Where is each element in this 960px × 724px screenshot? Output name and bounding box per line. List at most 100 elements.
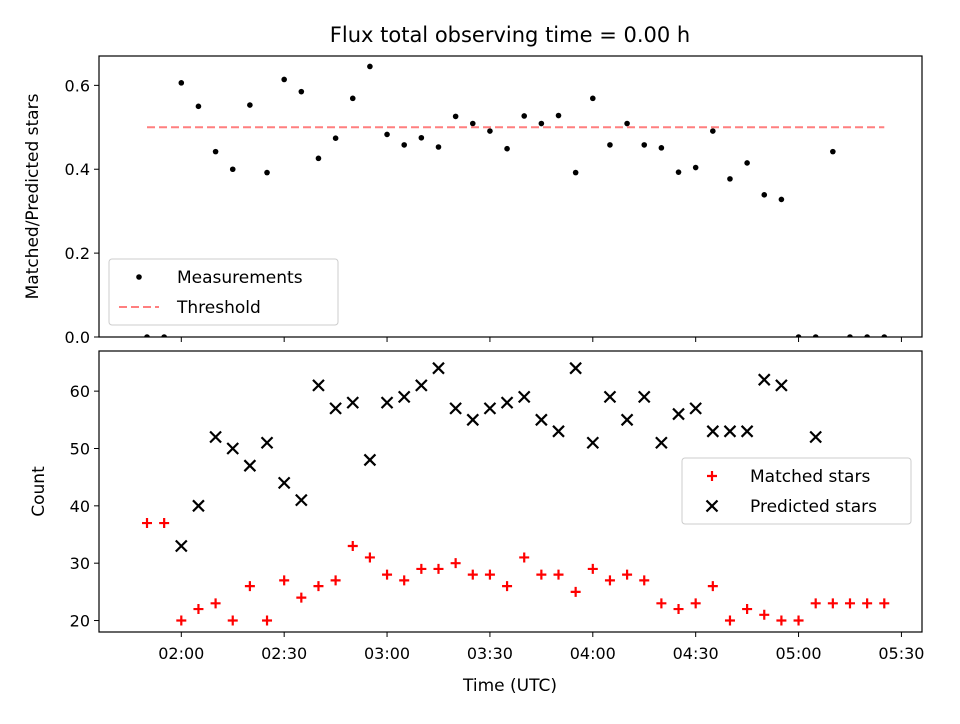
- measurement-point: [572, 169, 579, 176]
- legend-label: Matched stars: [750, 467, 870, 487]
- matched-star-marker: [176, 615, 187, 626]
- predicted-star-marker: [329, 402, 342, 415]
- predicted-star-marker: [380, 396, 394, 409]
- matched-star-marker: [827, 598, 838, 609]
- matched-star-marker: [862, 598, 873, 609]
- measurement-point: [384, 131, 390, 138]
- predicted-star-marker: [723, 425, 737, 438]
- measurement-point: [692, 164, 699, 171]
- predicted-star-marker: [517, 390, 531, 404]
- top-y-axis-label: Matched/Predicted stars: [23, 93, 43, 299]
- predicted-star-marker: [260, 436, 274, 450]
- predicted-star-marker: [295, 493, 308, 507]
- predicted-star-marker: [620, 413, 634, 427]
- matched-star-marker: [810, 598, 821, 609]
- matched-star-marker: [656, 598, 667, 609]
- matched-star-marker: [296, 592, 307, 603]
- predicted-star-marker: [500, 396, 514, 409]
- legend-predicted-marker: [705, 499, 719, 513]
- measurement-point: [229, 166, 236, 173]
- measurement-point: [332, 135, 339, 142]
- predicted-star-marker: [397, 390, 411, 404]
- measurement-point: [641, 142, 648, 148]
- bottom-y-axis-label: Count: [29, 466, 49, 517]
- measurement-point: [675, 169, 682, 175]
- matched-star-marker: [690, 598, 701, 609]
- matched-star-marker: [673, 604, 684, 615]
- measurement-point: [812, 334, 819, 337]
- matched-star-marker: [793, 615, 804, 626]
- predicted-star-marker: [740, 425, 754, 438]
- figure-title: Flux total observing time = 0.00 h: [330, 23, 690, 47]
- predicted-star-marker: [209, 430, 222, 444]
- measurement-point: [178, 80, 185, 86]
- predicted-star-marker: [432, 361, 445, 375]
- measurement-point: [212, 148, 219, 155]
- matched-star-marker: [502, 581, 513, 592]
- measurement-point: [607, 142, 613, 148]
- matched-star-marker: [639, 575, 650, 586]
- matched-star-marker: [519, 552, 530, 563]
- predicted-star-marker: [757, 373, 771, 386]
- matched-star-marker: [450, 558, 461, 569]
- measurement-point: [710, 128, 716, 134]
- measurement-point: [521, 113, 528, 119]
- bottom-y-tick-label: 40: [70, 497, 90, 516]
- predicted-star-marker: [466, 413, 480, 427]
- predicted-star-marker: [277, 476, 291, 490]
- bottom-x-tick-label: 02:30: [261, 644, 307, 663]
- matched-star-marker: [433, 563, 444, 574]
- matched-star-marker: [570, 586, 581, 597]
- measurement-point: [487, 128, 493, 134]
- measurement-point: [247, 102, 253, 108]
- predicted-star-marker: [415, 379, 428, 392]
- measurement-point: [590, 95, 596, 102]
- matched-star-marker: [142, 518, 153, 529]
- measurement-point: [349, 95, 356, 102]
- predicted-star-marker: [363, 453, 377, 467]
- matched-star-marker: [622, 569, 633, 580]
- legend-label: Measurements: [177, 268, 303, 288]
- measurement-point: [281, 76, 287, 83]
- measurement-point: [195, 103, 202, 110]
- top-y-tick-label: 0.2: [65, 244, 90, 263]
- predicted-star-marker: [809, 430, 822, 444]
- measurement-point: [761, 192, 768, 198]
- measurement-point: [658, 145, 665, 151]
- matched-star-marker: [536, 569, 547, 580]
- bottom-x-tick-label: 04:00: [570, 644, 616, 663]
- x-axis-label: Time (UTC): [462, 676, 557, 696]
- top-data-group: [144, 63, 888, 337]
- predicted-star-marker: [586, 436, 600, 450]
- top-y-tick-label: 0.0: [65, 328, 90, 347]
- measurement-point: [469, 120, 476, 127]
- predicted-star-marker: [706, 425, 720, 438]
- matched-star-marker: [776, 615, 787, 626]
- matched-star-marker: [484, 569, 495, 580]
- measurement-point: [161, 334, 167, 337]
- predicted-star-marker: [775, 379, 788, 392]
- predicted-star-marker: [346, 396, 360, 409]
- matched-star-marker: [279, 575, 290, 586]
- bottom-y-tick-label: 30: [70, 554, 90, 573]
- bottom-y-tick-label: 20: [70, 612, 90, 631]
- matched-star-marker: [382, 569, 393, 580]
- matched-star-marker: [707, 581, 718, 592]
- matched-star-marker: [879, 598, 890, 609]
- bottom-x-tick-label: 03:00: [364, 644, 410, 663]
- top-y-tick-label: 0.6: [65, 76, 90, 95]
- predicted-star-marker: [603, 390, 617, 404]
- matched-star-marker: [193, 604, 204, 615]
- matched-star-marker: [262, 615, 273, 626]
- bottom-plot-area: Count 20 30 40 50 60 02:00 02:30 03:00 03:30 04:00…: [29, 350, 924, 663]
- measurement-point: [864, 334, 870, 337]
- measurement-point: [744, 160, 750, 166]
- measurement-point: [435, 144, 442, 150]
- bottom-axes-frame: [98, 350, 923, 633]
- predicted-star-marker: [226, 442, 240, 455]
- matched-star-marker: [604, 575, 615, 586]
- bottom-x-tick-label: 04:30: [673, 644, 719, 663]
- matched-star-marker: [416, 563, 427, 574]
